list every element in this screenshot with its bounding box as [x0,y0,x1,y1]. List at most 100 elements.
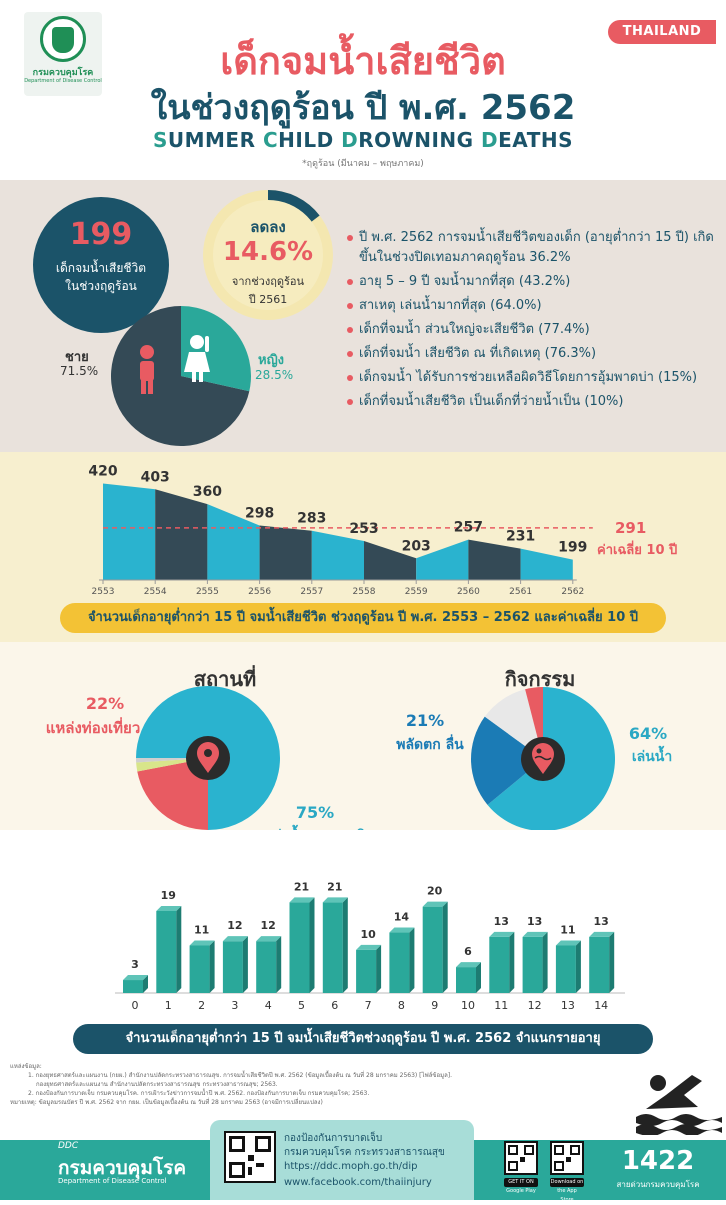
activity-pie [471,687,615,831]
yearly-area-segment [416,539,469,580]
yearly-area-segment [311,530,364,580]
facts-list: ปี พ.ศ. 2562 การจมน้ำเสียชีวิตของเด็ก (อ… [347,228,719,416]
age-bar [356,944,382,993]
bullet-icon [347,375,353,381]
playing-water-percent: 64% [628,724,668,743]
age-bar [322,897,348,993]
death-count-label-2: ในช่วงฤดูร้อน [65,279,137,293]
age-tick-label: 4 [265,999,272,1012]
average-value: 291 [615,519,646,537]
age-tick-label: 8 [398,999,405,1012]
bullet-icon [347,235,353,241]
age-tick-label: 10 [461,999,475,1012]
yearly-data-label: 360 [193,484,222,500]
ddc-seal-icon [40,16,86,62]
female-percent: 28.5% [255,368,294,382]
sources: แหล่งข้อมูล: 1. กองยุทธศาสตร์และแผนงาน (… [10,1062,630,1107]
age-bar [589,931,615,993]
age-bar [422,901,448,993]
age-data-label: 11 [560,924,575,937]
age-data-label: 6 [464,945,472,958]
bullet-icon [347,327,353,333]
pie-slice [471,716,543,805]
logo-subtitle: Department of Disease Control [24,78,102,84]
age-tick-label: 11 [494,999,508,1012]
yearly-tick-label: 2556 [248,587,271,595]
age-tick-label: 6 [331,999,338,1012]
age-tick-label: 0 [132,999,139,1012]
age-tick-label: 2 [198,999,205,1012]
change-from-label: จากช่วงฤดูร้อน [231,275,305,288]
header [0,0,726,180]
age-data-label: 19 [161,889,176,902]
age-data-label: 11 [194,924,209,937]
yearly-data-label: 199 [558,540,587,556]
yearly-area-segment [259,525,312,580]
yearly-data-label: 283 [297,511,326,527]
age-data-label: 13 [527,915,542,928]
death-count-circle: 199 เด็กจมน้ำเสียชีวิต ในช่วงฤดูร้อน [33,197,169,333]
age-tick-label: 5 [298,999,305,1012]
english-title-part: CHILD [262,128,342,152]
yearly-data-label: 298 [245,506,274,522]
source-note: หมายเหตุ: ข้อมูลมรณบัตร ปี พ.ศ. 2562 จาก… [10,1099,323,1106]
change-inner-circle [213,200,323,310]
age-bar [522,931,548,993]
country-badge: THAILAND [608,20,716,44]
hotline-number: 1422 [621,1146,695,1176]
fact-item: เด็กที่จมน้ำ เสียชีวิต ณ ที่เกิดเหตุ (76… [347,344,719,364]
yearly-data-label: 253 [349,521,378,537]
google-play-badge[interactable]: GET IT ON Google Play [504,1178,538,1194]
age-data-label: 12 [261,919,276,932]
bullet-icon [347,303,353,309]
hotline-label: สายด่วนกรมควบคุมโรค [616,1180,700,1189]
fact-item: เด็กจมน้ำ ได้รับการช่วยเหลือผิดวิธีโดยกา… [347,368,719,388]
female-label: หญิง [258,353,284,368]
footer-facebook-link[interactable]: www.facebook.com/thaiinjury [284,1177,432,1188]
yearly-data-label: 231 [506,529,535,545]
age-chart: 3019111212312421521610714820961013111312… [115,880,625,1012]
yearly-tick-label: 2555 [196,587,219,595]
yearly-chart: 291 ค่าเฉลี่ย 10 ปี 2553 420 2554 403 2555 360 2… [88,463,677,595]
source-line: 2. กองป้องกันการบาดเจ็บ กรมควบคุมโรค. กา… [28,1090,370,1097]
yearly-tick-label: 2562 [561,587,584,595]
fact-item: เด็กที่จมน้ำเสียชีวิต เป็นเด็กที่ว่ายน้ำ… [347,392,719,412]
yearly-tick-label: 2558 [353,587,376,595]
logo-name: กรมควบคุมโรค [32,68,94,78]
age-data-label: 13 [594,915,609,928]
age-bar [489,931,515,993]
yearly-area-segment [520,548,573,580]
page-subtitle: ในช่วงฤดูร้อน ปี พ.ศ. 2562 [150,88,576,128]
tourism-percent: 22% [85,694,125,713]
app-store-badge[interactable]: Download on the App Store [550,1178,584,1203]
activity-pie-title: กิจกรรม [504,667,576,691]
qr-code-icon [550,1141,584,1175]
age-bar [289,897,315,993]
yearly-tick-label: 2557 [300,587,323,595]
age-data-label: 20 [427,885,443,898]
footer-org: กองป้องกันการบาดเจ็บ [284,1133,383,1144]
age-bar [256,936,282,993]
age-data-label: 10 [360,928,376,941]
season-note: *ฤดูร้อน (มีนาคม – พฤษภาคม) [302,159,424,169]
age-tick-label: 3 [231,999,238,1012]
age-bar [123,975,148,993]
fact-item: อายุ 5 – 9 ปี จมน้ำมากที่สุด (43.2%) [347,272,719,292]
location-pin-icon [197,742,219,773]
age-tick-label: 9 [431,999,438,1012]
slip-fall-percent: 21% [405,711,445,730]
source-line: กองยุทธศาสตร์และแผนงาน สำนักงานปลัดกระทร… [36,1081,278,1088]
age-tick-label: 1 [165,999,172,1012]
pie-slice [484,689,543,759]
age-bar [222,936,248,993]
source-line: 1. กองยุทธศาสตร์และแผนงาน (กยผ.) สำนักงา… [28,1072,453,1079]
age-tick-label: 7 [365,999,372,1012]
boy-icon [140,345,154,394]
page-title: เด็กจมน้ำเสียชีวิต [220,39,506,83]
ddc-logo: กรมควบคุมโรค Department of Disease Contr… [24,12,102,96]
footer-website-link[interactable]: https://ddc.moph.go.th/dip [284,1161,418,1172]
footer-org-2: กรมควบคุมโรค กระทรวงสาธารณสุข [284,1147,445,1158]
bullet-icon [347,399,353,405]
age-data-label: 13 [494,915,509,928]
age-tick-label: 14 [594,999,608,1012]
